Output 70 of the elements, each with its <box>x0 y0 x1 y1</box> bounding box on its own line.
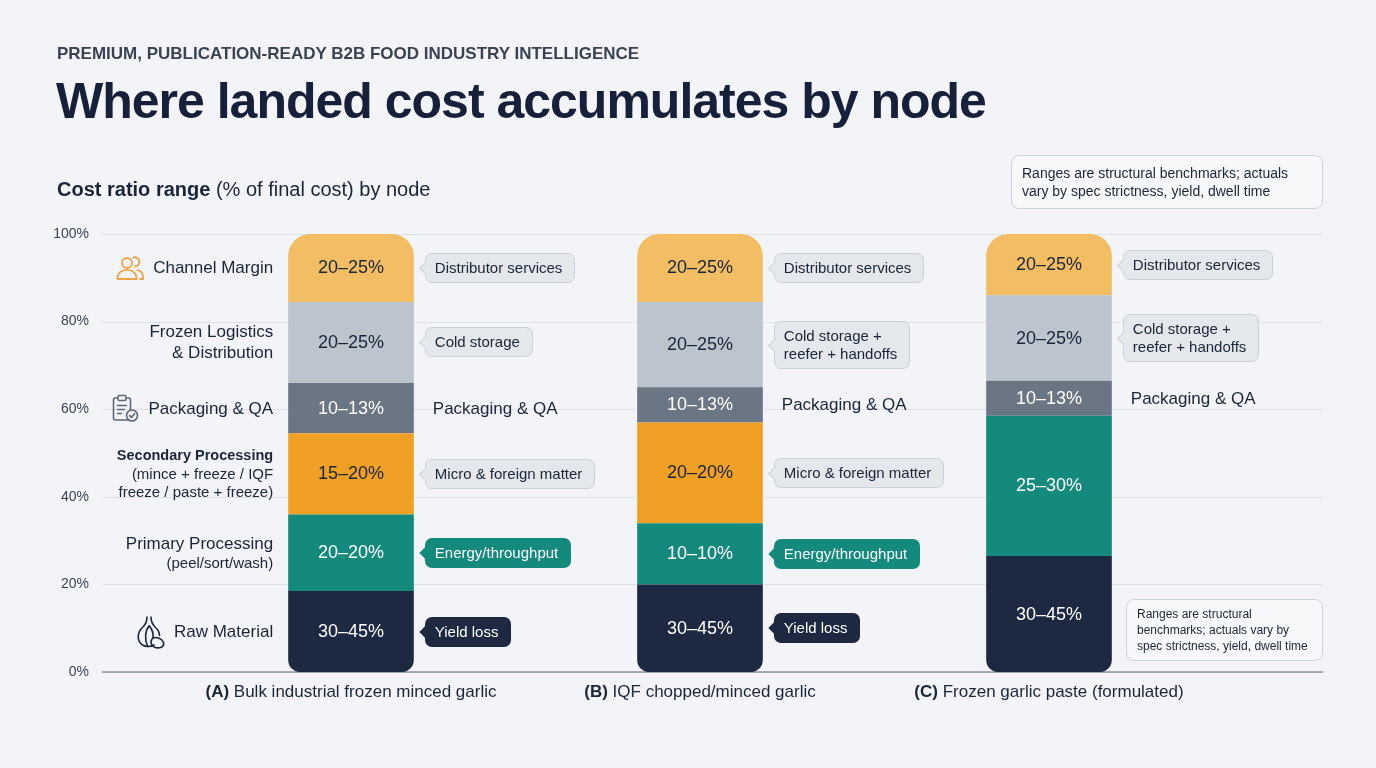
annotation: 30–45% <box>317 621 385 643</box>
x-tick-label: (B) IQF chopped/minced garlic <box>584 682 816 703</box>
bar <box>288 433 414 515</box>
note-box: Ranges are structural benchmarks; actuals vary by spec strictness, yield, dwell time <box>1126 599 1323 662</box>
annotation: Yield loss <box>434 622 500 641</box>
bar <box>288 301 414 383</box>
y-tick-label: 0% <box>68 662 89 679</box>
bar <box>288 514 414 592</box>
bar <box>986 295 1112 381</box>
y-tick-label: 40% <box>60 487 89 504</box>
annotation: 10–13% <box>317 397 385 419</box>
annotation: Ranges are structural benchmarks; actuals vary by spec strictness, yield, dwell time <box>1137 606 1309 655</box>
bar <box>637 387 763 423</box>
chart-title: Where landed cost accumulates by node <box>56 72 986 130</box>
bar <box>637 523 763 585</box>
note-box: Ranges are structural benchmarks; actuals vary by spec strictness, yield, dwell time <box>1011 155 1323 209</box>
annotation: Yield loss <box>783 619 849 638</box>
annotation: 25–30% <box>1015 475 1083 497</box>
annotation: 20–25% <box>1015 327 1083 349</box>
annotation: 20–25% <box>666 334 734 356</box>
annotation: 30–45% <box>1015 603 1083 625</box>
annotation: 20–20% <box>666 462 734 484</box>
annotation: 10–10% <box>666 543 734 565</box>
annotation: 30–45% <box>666 617 734 639</box>
annotation: Distributor services <box>1132 255 1262 274</box>
annotation: 20–25% <box>666 257 734 279</box>
annotation: 10–13% <box>666 394 734 416</box>
annotation: Micro & foreign matter <box>434 464 584 483</box>
y-tick-label: 80% <box>60 312 89 329</box>
bar <box>986 234 1112 296</box>
legend-label: Packaging & QA <box>147 397 274 419</box>
chart-subtitle: PREMIUM, PUBLICATION-READY B2B FOOD INDUSTRY INTELLIGENCE <box>57 44 640 64</box>
annotation: 10–13% <box>1015 387 1083 409</box>
y-tick-label: 60% <box>60 400 89 417</box>
series-label: Channel Margin <box>152 257 274 279</box>
bar <box>986 380 1112 416</box>
annotation: Energy/throughput <box>783 544 909 563</box>
series-label: Frozen Logistics & Distribution <box>148 321 274 364</box>
annotation: 20–20% <box>317 542 385 564</box>
x-tick-label: (C) Frozen garlic paste (formulated) <box>914 682 1184 703</box>
series-label: Primary Processing (peel/sort/wash) <box>124 533 274 573</box>
bar <box>986 415 1112 556</box>
x-tick-label: (A) Bulk industrial frozen minced garlic <box>205 682 497 703</box>
annotation: 20–25% <box>317 331 385 353</box>
series-label: Secondary Processing (mince + freeze / IQF freeze / paste + freeze) <box>115 446 274 502</box>
bar <box>637 301 763 388</box>
bar <box>637 234 763 302</box>
annotation: Distributor services <box>434 258 564 277</box>
bar <box>637 584 763 673</box>
annotation: Micro & foreign matter <box>783 463 933 482</box>
bar <box>288 382 414 434</box>
annotation: Packaging & QA <box>781 394 908 416</box>
y-tick-label: 100% <box>53 224 89 241</box>
annotation: Packaging & QA <box>432 397 559 419</box>
annotation: Cold storage + reefer + handoffs <box>1132 320 1248 357</box>
annotation: 15–20% <box>317 463 385 485</box>
bar <box>288 234 414 302</box>
y-axis-title: Cost ratio range (% of final cost) by node <box>57 177 431 201</box>
annotation: Packaging & QA <box>1130 387 1257 409</box>
y-tick-label: 20% <box>60 575 89 592</box>
bar <box>637 422 763 524</box>
annotation: Cold storage <box>434 333 521 352</box>
annotation: 20–25% <box>1015 254 1083 276</box>
legend-label: Raw Material <box>172 621 274 643</box>
bar <box>288 591 414 673</box>
annotation: Distributor services <box>783 258 913 277</box>
bar <box>986 556 1112 673</box>
annotation: Energy/throughput <box>434 543 560 562</box>
annotation: 20–25% <box>317 257 385 279</box>
annotation: Cold storage + reefer + handoffs <box>783 326 899 363</box>
